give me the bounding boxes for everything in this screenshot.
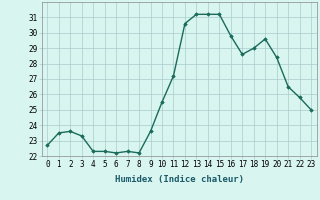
X-axis label: Humidex (Indice chaleur): Humidex (Indice chaleur) (115, 175, 244, 184)
